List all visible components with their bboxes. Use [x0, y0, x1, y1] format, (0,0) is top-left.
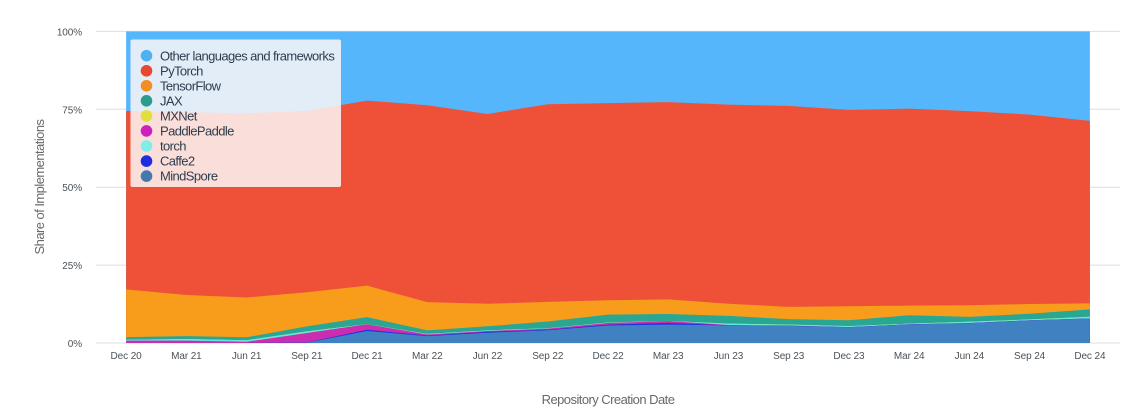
svg-text:Jun 21: Jun 21: [232, 351, 262, 362]
svg-text:Mar 23: Mar 23: [653, 351, 684, 362]
svg-text:Mar 21: Mar 21: [171, 351, 202, 362]
svg-text:100%: 100%: [57, 27, 82, 38]
svg-text:MindSpore: MindSpore: [160, 169, 218, 184]
svg-text:Sep 24: Sep 24: [1014, 351, 1046, 362]
svg-text:Mar 22: Mar 22: [412, 351, 443, 362]
svg-text:PaddlePaddle: PaddlePaddle: [160, 124, 234, 139]
svg-text:MXNet: MXNet: [160, 109, 198, 124]
svg-text:Jun 23: Jun 23: [714, 351, 744, 362]
svg-text:Dec 23: Dec 23: [833, 351, 865, 362]
svg-text:torch: torch: [160, 139, 186, 154]
svg-text:Repository Creation Date: Repository Creation Date: [542, 392, 675, 407]
svg-text:Dec 22: Dec 22: [592, 351, 624, 362]
svg-text:Sep 21: Sep 21: [291, 351, 323, 362]
svg-text:Share of Implementations: Share of Implementations: [32, 118, 47, 254]
svg-text:75%: 75%: [62, 105, 82, 116]
svg-text:Other languages and frameworks: Other languages and frameworks: [160, 48, 335, 63]
svg-text:PyTorch: PyTorch: [160, 63, 203, 78]
svg-text:Dec 24: Dec 24: [1074, 351, 1106, 362]
svg-text:Jun 24: Jun 24: [955, 351, 985, 362]
svg-text:Dec 20: Dec 20: [111, 351, 143, 362]
svg-text:Mar 24: Mar 24: [894, 351, 925, 362]
svg-text:Dec 21: Dec 21: [352, 351, 384, 362]
svg-text:Caffe2: Caffe2: [160, 154, 195, 169]
svg-text:0%: 0%: [68, 339, 82, 350]
svg-text:Sep 23: Sep 23: [773, 351, 805, 362]
svg-text:Jun 22: Jun 22: [473, 351, 503, 362]
svg-text:TensorFlow: TensorFlow: [160, 78, 222, 93]
svg-text:JAX: JAX: [160, 93, 183, 108]
svg-text:25%: 25%: [62, 261, 82, 272]
svg-text:50%: 50%: [62, 183, 82, 194]
svg-text:Sep 22: Sep 22: [532, 351, 564, 362]
